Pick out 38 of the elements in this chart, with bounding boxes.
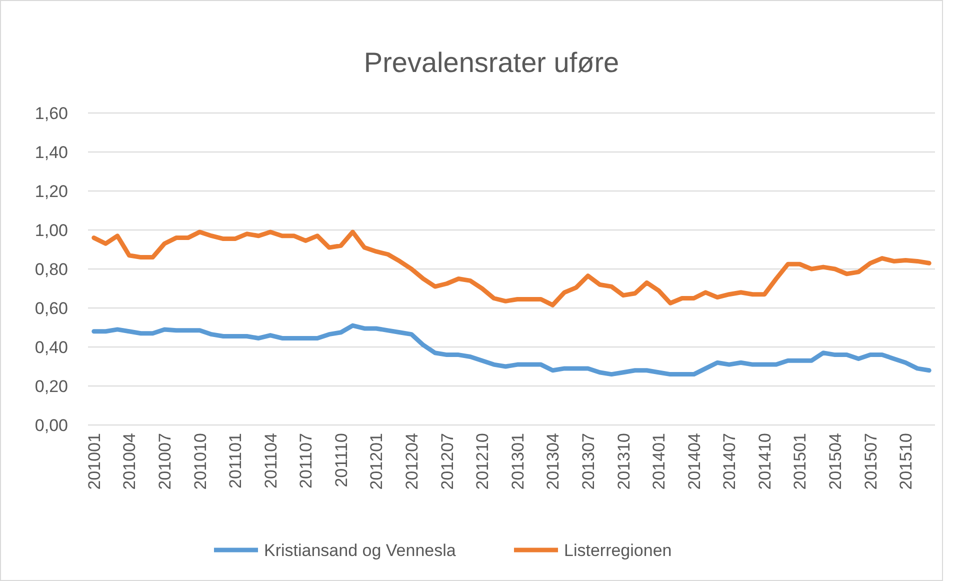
y-tick-label: 0,40 (34, 338, 68, 357)
y-tick-label: 0,00 (34, 416, 68, 435)
x-tick-label: 201301 (508, 433, 528, 490)
x-tick-label: 201410 (755, 433, 774, 490)
x-tick-label: 201310 (614, 433, 634, 490)
x-tick-label: 201504 (826, 433, 846, 490)
x-tick-label: 201307 (578, 433, 598, 490)
line-series (92, 230, 932, 308)
x-tick-label: 201207 (438, 433, 457, 490)
x-tick-label: 201401 (650, 433, 669, 490)
y-tick-label: 1,60 (34, 104, 68, 123)
legend-label: Kristiansand og Vennesla (264, 541, 456, 560)
x-tick-label: 201107 (296, 433, 316, 488)
y-tick-label: 0,60 (34, 299, 68, 318)
x-tick-label: 201004 (120, 433, 140, 490)
y-tick-label: 1,20 (34, 182, 68, 201)
y-tick-label: 0,20 (34, 377, 68, 396)
x-tick-label: 201304 (544, 433, 563, 490)
y-tick-label: 0,80 (34, 260, 68, 279)
y-tick-label: 1,40 (34, 143, 68, 162)
x-tick-label: 201101 (226, 433, 246, 488)
x-tick-label: 201001 (84, 433, 104, 490)
line-series (92, 323, 932, 377)
x-tick-label: 201210 (473, 433, 492, 490)
x-tick-label: 201501 (790, 433, 810, 490)
x-tick-label: 201510 (896, 433, 916, 490)
x-tick-label: 201507 (861, 433, 880, 490)
y-tick-label: 1,00 (34, 221, 68, 240)
chart-title: Prevalensrater uføre (364, 47, 620, 78)
x-tick-label: 201204 (402, 433, 422, 490)
x-tick-label: 201404 (684, 433, 704, 490)
x-tick-label: 201110 (332, 433, 351, 488)
legend-label: Listerregionen (564, 541, 672, 560)
x-tick-label: 201201 (367, 433, 386, 490)
x-tick-label: 201407 (720, 433, 740, 490)
x-tick-label: 201104 (261, 433, 280, 488)
x-tick-label: 201007 (155, 433, 174, 490)
x-tick-label: 201010 (190, 433, 210, 490)
